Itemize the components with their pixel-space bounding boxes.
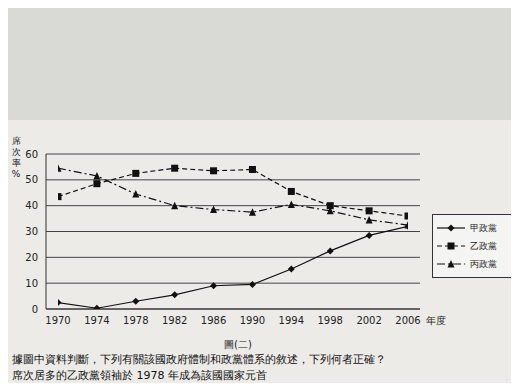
svg-text:2006: 2006	[395, 315, 420, 326]
svg-text:1970: 1970	[45, 315, 70, 326]
svg-text:1986: 1986	[201, 315, 226, 326]
svg-text:10: 10	[25, 278, 38, 289]
svg-text:2002: 2002	[356, 315, 381, 326]
html-text:席: 席	[11, 136, 21, 146]
html-text:席次居多的乙政黨領袖於 1978 年成為該國國家元首: 席次居多的乙政黨領袖於 1978 年成為該國國家元首	[12, 369, 267, 382]
html-text:丙政黨: 丙政黨	[470, 258, 497, 269]
html-text:乙政黨: 乙政黨	[470, 240, 497, 251]
svg-text:30: 30	[25, 226, 38, 237]
svg-text:50: 50	[25, 174, 38, 185]
svg-text:1978: 1978	[123, 315, 148, 326]
svg-text:1990: 1990	[240, 315, 265, 326]
svg-text:60: 60	[25, 149, 38, 160]
html-text:次: 次	[11, 147, 21, 157]
svg-text:1982: 1982	[162, 315, 187, 326]
html-text:率: 率	[11, 158, 21, 168]
html-text:甲政黨: 甲政黨	[470, 222, 497, 233]
html-text:圖(二): 圖(二)	[224, 339, 252, 350]
svg-text:0: 0	[32, 304, 38, 315]
svg-text:1998: 1998	[317, 315, 342, 326]
svg-text:1974: 1974	[84, 315, 109, 326]
html-text:據圖中資料判斷，下列有關該國政府體制和政黨體系的敘述，下列何: 據圖中資料判斷，下列有關該國政府體制和政黨體系的敘述，下列何者正確？	[12, 353, 386, 366]
html-text:年度: 年度	[426, 315, 446, 326]
svg-text:40: 40	[25, 200, 38, 211]
svg-text:1994: 1994	[279, 315, 304, 326]
svg-text:20: 20	[25, 252, 38, 263]
